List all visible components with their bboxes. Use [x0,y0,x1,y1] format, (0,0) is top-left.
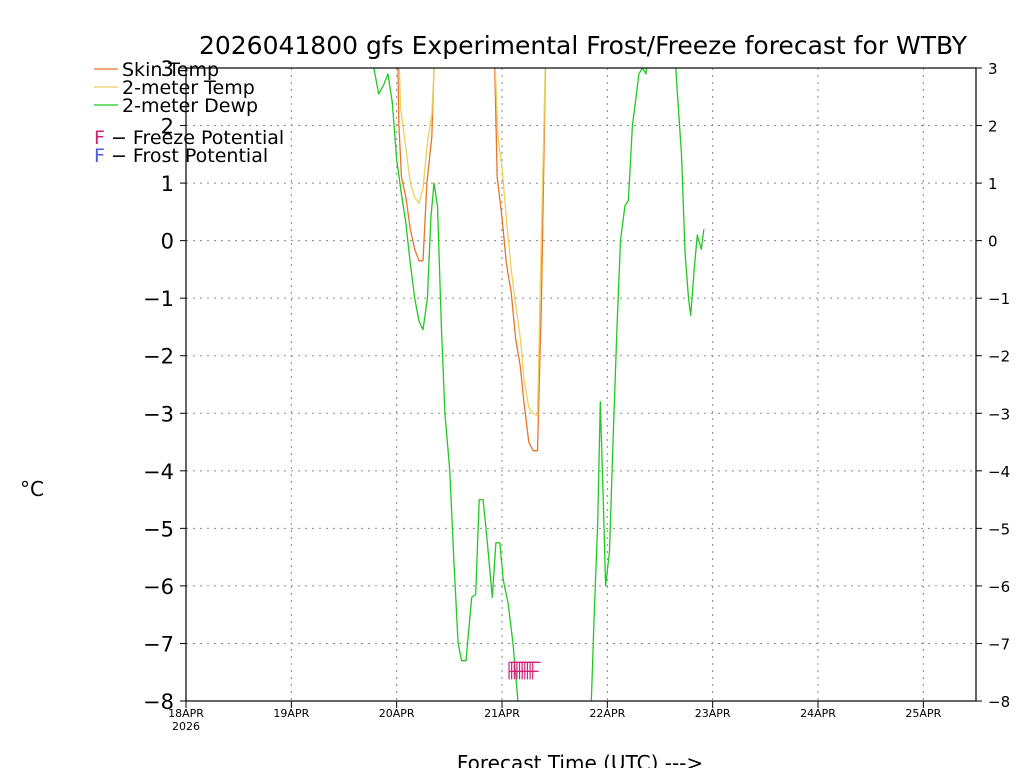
legend-key-label: F − Freeze Potential [94,127,284,149]
series-2-meter-dewp [373,68,705,701]
y-tick-label-left: −6 [143,575,174,599]
x-tick-label: 23APR [695,707,731,720]
x-tick-label: 19APR [273,707,309,720]
x-axis-title: Forecast Time (UTC) ---> [457,751,703,768]
x-tick-label: 25APR [905,707,941,720]
y-axis-ticks: −8 −8 −7 −7 −6 −6 −5 −5 −4 −4 −3 −3 −2 −2 −1 −1 0 0 1 1 2 2 3 3 [143,57,1010,714]
y-tick-label-right: −1 [988,290,1010,308]
y-tick-label-right: 2 [988,118,998,136]
freeze-marker [532,661,541,680]
freeze-markers [508,661,541,680]
legend-line-label: Skin Temp [122,59,219,81]
series-skin-temp [397,68,547,452]
legend-line-label: 2-meter Dewp [122,95,258,117]
y-tick-label-left: −7 [143,632,174,656]
legend-key-label: F − Frost Potential [94,145,268,167]
y-axis-title: °C [20,477,44,501]
y-tick-label-left: −5 [143,517,174,541]
y-tick-label-left: −4 [143,460,174,484]
series-lines [373,68,705,701]
legend-line-label: 2-meter Temp [122,77,255,99]
series-2-meter-temp [398,68,546,417]
y-tick-label-right: −8 [988,693,1010,711]
y-tick-label-left: 1 [161,172,174,196]
x-tick-sublabel: 2026 [172,720,200,733]
y-tick-label-left: 2 [161,115,174,139]
x-tick-label: 18APR [168,707,204,720]
legend-key-symbol: F [94,127,105,149]
x-tick-label: 22APR [589,707,625,720]
y-tick-label-left: −2 [143,345,174,369]
y-tick-label-left: −1 [143,287,174,311]
y-tick-label-right: 1 [988,175,998,193]
legend-key-text: − Freeze Potential [105,127,284,149]
grid-lines [186,68,976,701]
y-tick-label-left: 3 [161,57,174,81]
plot-frame [185,67,977,702]
x-tick-label: 20APR [379,707,415,720]
y-tick-label-left: −8 [143,690,174,714]
legend-key-symbol: F [94,145,105,167]
y-tick-label-right: 0 [988,233,998,251]
y-tick-label-right: −7 [988,635,1010,653]
y-tick-label-right: −6 [988,578,1010,596]
x-tick-label: 21APR [484,707,520,720]
y-tick-label-left: −3 [143,402,174,426]
y-tick-label-right: −4 [988,463,1010,481]
y-tick-label-right: −5 [988,520,1010,538]
y-tick-label-right: −3 [988,405,1010,423]
y-tick-label-right: 3 [988,60,998,78]
chart-title: 2026041800 gfs Experimental Frost/Freeze… [199,31,968,60]
y-tick-label-left: 0 [161,230,174,254]
x-tick-label: 24APR [800,707,836,720]
legend-key-text: − Frost Potential [105,145,268,167]
y-tick-label-right: −2 [988,348,1010,366]
